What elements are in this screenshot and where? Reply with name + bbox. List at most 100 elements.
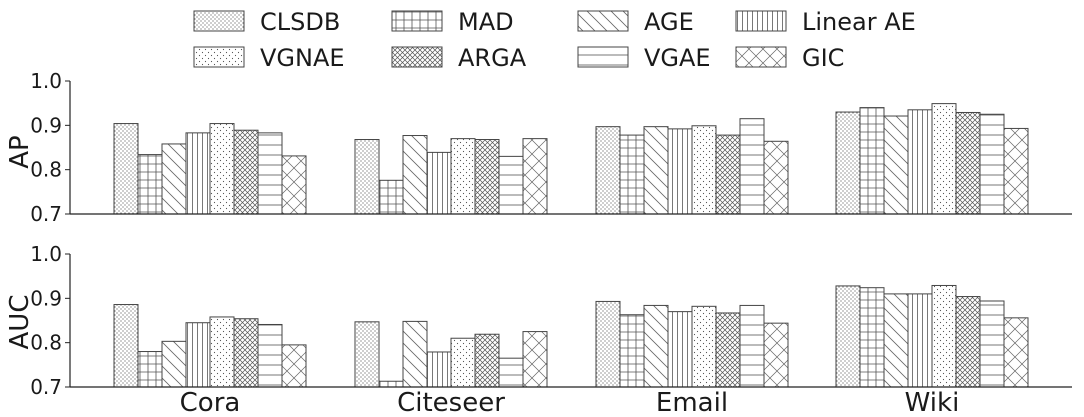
y-tick-label: 0.8 [30,331,62,355]
bar-clsdb-cora [113,304,139,388]
bar-linear-ae-citeseer [426,151,452,215]
legend-entry: VGAE [577,44,711,72]
bar-mad-cora [137,351,163,388]
legend-label: VGAE [644,44,711,72]
bar-mad-cora [137,154,163,215]
bar-mad-wiki [859,107,885,215]
bar-mad-email [619,134,645,215]
legend-label: CLSDB [260,8,340,36]
legend: CLSDB MAD AGE Linear AE VGNAE ARGA VGAE GIC [193,8,916,72]
x-tick-label: Wiki [905,388,960,417]
bar-linear-ae-citeseer [426,351,452,388]
bar-arga-citeseer [474,139,500,215]
bar-gic-citeseer [522,331,548,388]
bar-age-wiki [883,293,909,388]
bar-clsdb-wiki [835,111,861,215]
legend-swatch [577,10,629,32]
bar-clsdb-cora [113,123,139,215]
bar-linear-ae-cora [185,132,211,215]
bar-vgae-wiki [979,113,1005,215]
bar-mad-citeseer [378,380,404,388]
bar-linear-ae-email [667,311,693,388]
legend-label: AGE [644,8,694,36]
bar-vgnae-cora [209,316,235,388]
legend-label: MAD [458,8,514,36]
y-tick-label: 0.7 [30,202,62,226]
bar-clsdb-citeseer [354,139,380,215]
bar-arga-citeseer [474,333,500,388]
legend-label: Linear AE [802,8,916,36]
bar-age-cora [161,143,187,215]
bar-vgae-citeseer [498,357,524,388]
legend-entry: VGNAE [193,44,345,72]
bar-linear-ae-wiki [907,293,933,388]
bar-clsdb-email [595,126,621,215]
bar-age-citeseer [402,135,428,215]
legend-entry: AGE [577,8,694,36]
bar-age-email [643,126,669,215]
bar-clsdb-wiki [835,285,861,388]
y-tick-label: 1.0 [30,242,62,266]
bar-age-citeseer [402,320,428,388]
bar-arga-cora [233,129,259,215]
bar-arga-email [715,312,741,388]
panel-ap: AP 0.7 0.8 0.9 1.0 [5,69,1072,226]
bar-vgae-wiki [979,300,1005,388]
panel-auc: AUC 0.7 0.8 0.9 1.0 Cora Citeseer Email Wiki [5,242,1072,417]
y-axis-label: AUC [5,295,35,350]
bar-vgae-citeseer [498,155,524,215]
bar-gic-cora [281,344,307,388]
bar-arga-email [715,134,741,215]
bar-vgnae-wiki [931,284,957,388]
legend-entry: GIC [735,44,844,72]
bar-vgae-cora [257,323,283,388]
bar-age-email [643,304,669,388]
bar-arga-cora [233,318,259,388]
bar-vgnae-cora [209,123,235,215]
bar-vgnae-wiki [931,103,957,215]
bar-age-cora [161,340,187,388]
legend-swatch [193,46,245,68]
y-tick-label: 1.0 [30,69,62,93]
bar-arga-wiki [955,296,981,388]
bar-linear-ae-wiki [907,109,933,215]
bar-vgae-email [739,118,765,215]
bar-mad-citeseer [378,179,404,215]
y-tick-label: 0.7 [30,375,62,399]
bar-linear-ae-cora [185,322,211,388]
bar-linear-ae-email [667,128,693,215]
bar-clsdb-email [595,300,621,388]
legend-label: GIC [802,44,844,72]
bar-gic-wiki [1003,317,1029,388]
y-tick-label: 0.8 [30,158,62,182]
bar-vgnae-citeseer [450,138,476,215]
x-tick-label: Cora [180,388,241,417]
bar-vgae-cora [257,132,283,215]
legend-swatch [735,46,787,68]
legend-swatch [577,46,629,68]
bar-gic-citeseer [522,138,548,215]
bar-gic-email [763,140,789,215]
legend-entry: Linear AE [735,8,916,36]
bar-vgae-email [739,304,765,388]
bar-mad-wiki [859,287,885,388]
bar-gic-email [763,322,789,388]
legend-entry: ARGA [391,44,527,72]
bar-gic-wiki [1003,127,1029,215]
bar-gic-cora [281,155,307,215]
bar-clsdb-citeseer [354,321,380,388]
bar-arga-wiki [955,111,981,215]
chart-panels: AP 0.7 0.8 0.9 1.0 AUC 0.7 0.8 0.9 1.0 Cora Citesee… [5,69,1072,417]
bar-mad-email [619,314,645,388]
bar-vgnae-email [691,305,717,388]
legend-label: VGNAE [260,44,345,72]
bar-vgnae-email [691,125,717,215]
bar-age-wiki [883,115,909,215]
legend-label: ARGA [458,44,527,72]
y-tick-label: 0.9 [30,286,62,310]
legend-swatch [391,10,443,32]
y-tick-label: 0.9 [30,113,62,137]
legend-entry: MAD [391,8,514,36]
bar-vgnae-citeseer [450,337,476,388]
